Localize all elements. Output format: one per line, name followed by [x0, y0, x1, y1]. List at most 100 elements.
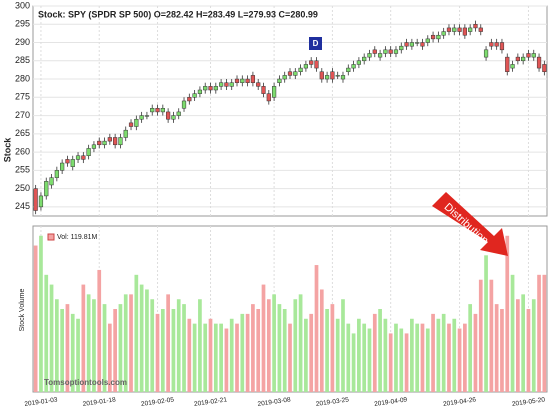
- volume-bar: [505, 235, 510, 392]
- candle-body: [483, 49, 489, 58]
- volume-bar: [362, 323, 367, 392]
- volume-bar: [431, 313, 435, 392]
- volume-bar: [468, 304, 473, 392]
- candle-body: [494, 42, 499, 47]
- volume-bar: [219, 323, 223, 392]
- volume-bar: [245, 313, 250, 392]
- candle-body: [415, 42, 420, 44]
- volume-bar: [441, 313, 446, 392]
- volume-bar: [457, 328, 462, 392]
- watermark: Tomsoptiontools.com: [44, 378, 127, 387]
- volume-bar: [198, 299, 202, 392]
- candle-body: [128, 122, 134, 127]
- candle-body: [409, 42, 414, 47]
- volume-bar: [277, 304, 282, 392]
- candle-body: [383, 49, 388, 54]
- marks: [33, 20, 547, 392]
- volume-bar: [399, 328, 404, 392]
- volume-bar: [129, 294, 133, 392]
- candle-body: [33, 188, 38, 211]
- volume-bar: [118, 304, 123, 392]
- candle-body: [60, 162, 65, 171]
- volume-bar: [383, 318, 388, 392]
- chart-title: Stock: SPY (SPDR SP 500) O=282.42 H=283.…: [38, 9, 318, 19]
- candle-body: [171, 115, 176, 120]
- candle-body: [399, 45, 404, 51]
- volume-bar: [314, 265, 319, 392]
- candle-body: [457, 27, 462, 32]
- candle-body: [266, 93, 271, 102]
- volume-bar: [367, 328, 372, 392]
- volume-bar: [145, 289, 149, 392]
- volume-bar: [304, 318, 308, 392]
- volume-bar: [224, 328, 229, 392]
- candle-body: [452, 27, 457, 32]
- volume-bar: [494, 304, 499, 392]
- candle-body: [219, 82, 224, 87]
- candle-body: [377, 53, 383, 58]
- candle-body: [436, 34, 441, 40]
- candle-body: [526, 53, 531, 58]
- candle-body: [362, 56, 367, 62]
- volume-bar: [266, 299, 271, 392]
- volume-bar: [447, 323, 451, 392]
- volume-bar: [107, 323, 112, 392]
- y-tick-label: 285: [15, 55, 30, 65]
- volume-bar: [388, 333, 393, 392]
- volume-bar: [166, 294, 170, 392]
- candle-body: [187, 97, 192, 102]
- volume-bar: [452, 318, 457, 392]
- candle-body: [86, 148, 91, 156]
- volume-legend: Vol: 119.81M: [57, 234, 98, 241]
- volume-bar: [293, 299, 298, 392]
- volume-bar: [484, 255, 488, 392]
- volume-bar: [150, 299, 155, 392]
- candle-body: [91, 144, 97, 149]
- candle-body: [192, 93, 197, 98]
- candle-body: [330, 71, 335, 80]
- volume-bar: [394, 323, 398, 392]
- volume-bar: [92, 299, 96, 392]
- candle-body: [531, 53, 536, 58]
- volume-bar: [208, 318, 213, 392]
- volume-bar: [229, 318, 234, 392]
- y-tick-label: 290: [15, 37, 30, 47]
- candle-body: [203, 86, 208, 91]
- candle-body: [499, 42, 505, 51]
- y-tick-label: 260: [15, 146, 30, 156]
- volume-bar: [473, 313, 478, 392]
- x-tick-label: 2019-02-21: [194, 396, 228, 408]
- volume-bar: [404, 333, 409, 392]
- candle-body: [356, 60, 361, 65]
- candle-body: [229, 82, 234, 87]
- candle-body: [38, 195, 44, 208]
- volume-bar: [288, 323, 292, 392]
- y-axis-label: Stock: [2, 137, 12, 163]
- candle-body: [256, 82, 261, 87]
- volume-bar: [44, 274, 49, 392]
- volume-bar: [425, 328, 430, 392]
- candle-body: [542, 64, 547, 72]
- candle-body: [176, 111, 181, 116]
- volume-bar: [335, 318, 340, 392]
- candle-body: [335, 75, 340, 77]
- y-tick-label: 245: [15, 201, 30, 211]
- volume-bar: [192, 323, 197, 392]
- y-tick-label: 265: [15, 128, 30, 138]
- candle-body: [234, 78, 240, 83]
- volume-bar: [102, 304, 107, 392]
- y-tick-label: 300: [15, 0, 30, 10]
- candle-body: [277, 78, 282, 83]
- candle-body: [118, 137, 123, 146]
- callout-arrow: [432, 192, 508, 256]
- candle-body: [536, 56, 542, 69]
- candle-body: [505, 56, 510, 72]
- volume-bar: [372, 313, 377, 392]
- volume-legend-swatch: [47, 233, 55, 241]
- volume-bar: [351, 333, 356, 392]
- volume-bar: [81, 284, 86, 392]
- candle-body: [107, 137, 112, 142]
- candle-body: [420, 42, 425, 47]
- volume-bar: [537, 274, 541, 392]
